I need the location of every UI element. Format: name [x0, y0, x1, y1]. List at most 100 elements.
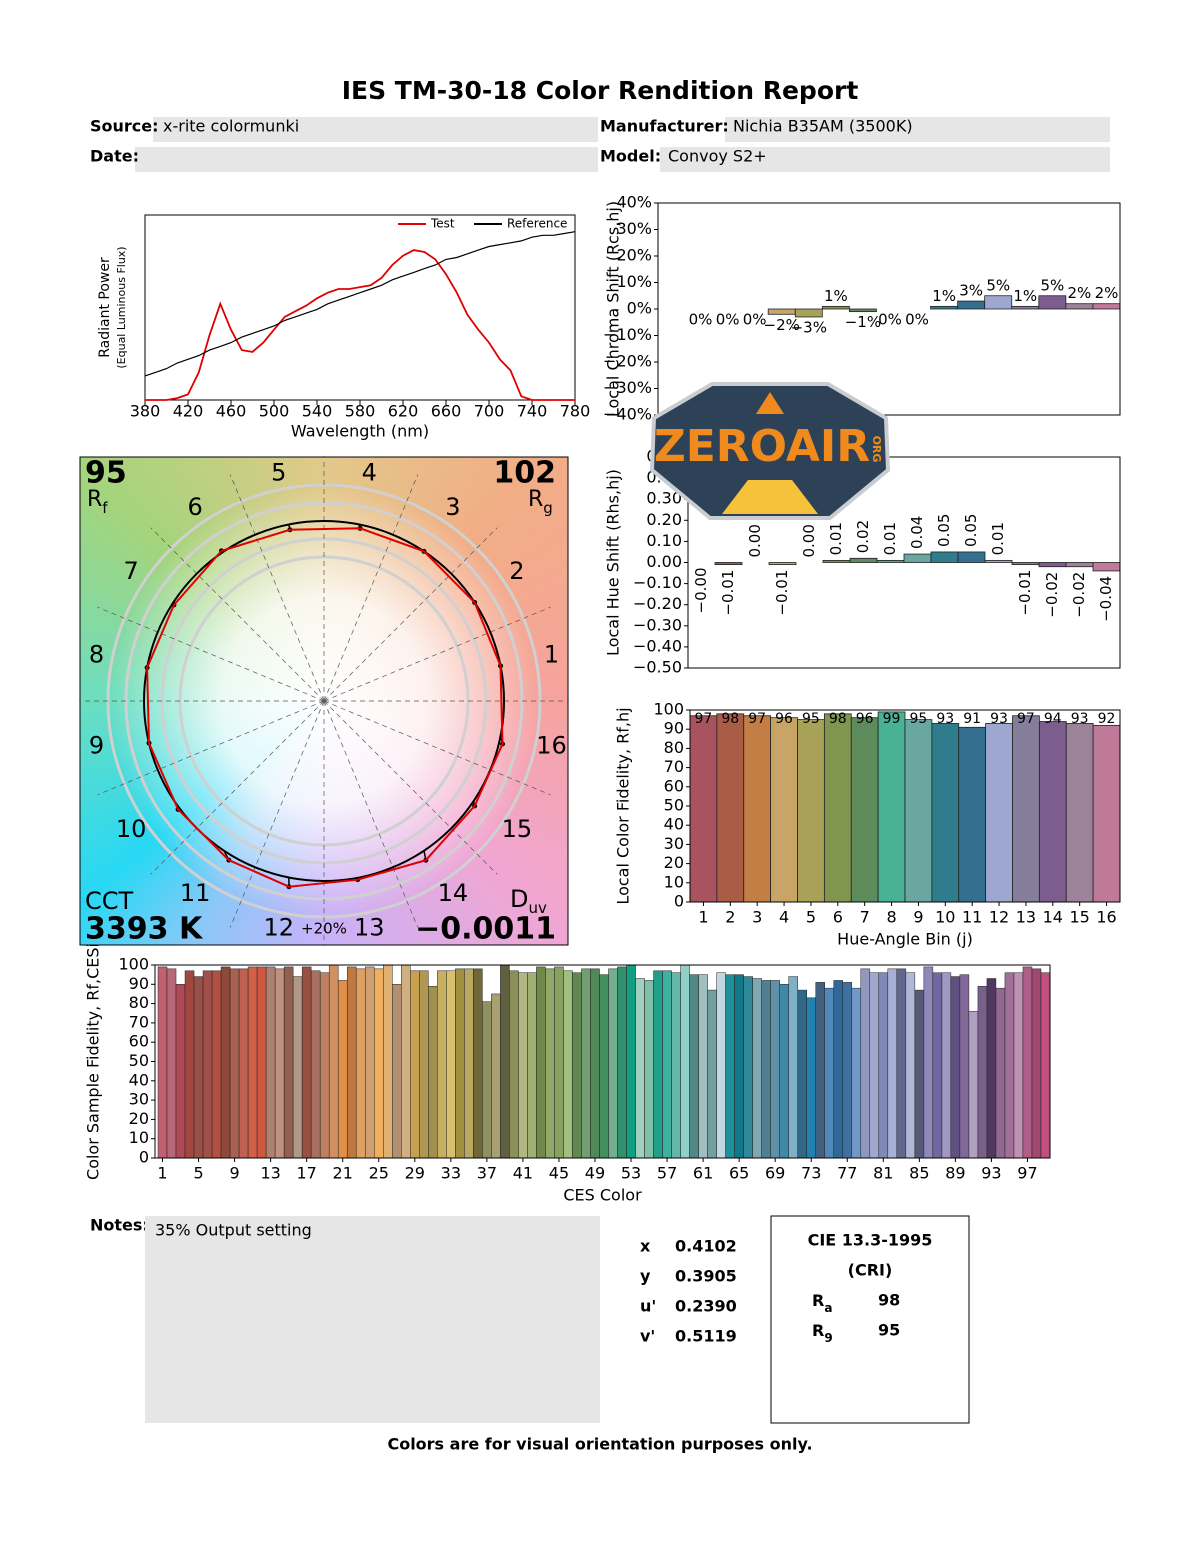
- rg-symbol: Rg: [528, 487, 553, 517]
- cri-title: CIE 13.3-1995: [808, 1231, 933, 1250]
- bar: [220, 966, 231, 1159]
- value-label: 2%: [1095, 284, 1119, 302]
- value-label: 3%: [959, 282, 983, 300]
- value-label: −0.01: [773, 570, 791, 616]
- value-label: 2%: [1068, 284, 1092, 302]
- y-tick-label: 80: [129, 993, 149, 1012]
- value-label: −3%: [791, 318, 827, 336]
- bar: [877, 711, 906, 903]
- logo-badge: [649, 382, 891, 520]
- field-box: [660, 147, 1110, 172]
- bar: [346, 966, 357, 1159]
- y-tick-label: 40: [664, 815, 684, 834]
- subscript: uv: [528, 899, 547, 917]
- bar: [797, 719, 825, 903]
- y-tick-label: −30%: [603, 378, 652, 397]
- bar: [931, 723, 960, 903]
- hue-bin-label: 10: [116, 815, 147, 843]
- logo-road: [722, 480, 818, 514]
- ra-symbol: Ra: [812, 1291, 832, 1315]
- bar: [383, 964, 393, 1159]
- bar: [984, 559, 1013, 563]
- y-tick-label: 80: [664, 738, 684, 757]
- x-tick-label: 8: [886, 908, 896, 927]
- hue-bin-label: 12: [263, 914, 294, 942]
- bar: [842, 982, 853, 1159]
- x-tick-label: 33: [441, 1164, 461, 1183]
- field-value: Convoy S2+: [668, 147, 767, 166]
- bar: [455, 968, 465, 1159]
- x-tick-label: 7: [860, 908, 870, 927]
- x-tick-label: 29: [405, 1164, 425, 1183]
- hue-bin-label: 13: [354, 914, 385, 942]
- x-tick-label: 73: [801, 1164, 821, 1183]
- y-tick-label: 30%: [616, 219, 652, 238]
- value-label: 99: [883, 711, 901, 727]
- bar: [653, 970, 663, 1159]
- field-label: Date:: [90, 147, 139, 166]
- x-tick-label: 13: [260, 1164, 280, 1183]
- bar: [211, 970, 222, 1159]
- y-tick-label: 10: [129, 1128, 149, 1147]
- value-label: 96: [856, 711, 874, 727]
- bar: [1013, 972, 1024, 1159]
- hue-spoke: [150, 700, 325, 875]
- value-label: 91: [963, 711, 981, 727]
- r9-value: 95: [878, 1321, 900, 1340]
- legend-label: Reference: [507, 217, 567, 231]
- field-label: Source:: [90, 117, 159, 136]
- y-tick-label: 30: [664, 834, 684, 853]
- bar: [932, 972, 943, 1159]
- y-tick-label: −20%: [603, 352, 652, 371]
- bar: [941, 972, 952, 1159]
- x-tick-label: 500: [259, 402, 290, 421]
- x-tick-label: 37: [477, 1164, 497, 1183]
- y-tick-label: 50: [129, 1051, 149, 1070]
- subscript: f: [102, 499, 108, 517]
- x-tick-label: 1: [157, 1164, 167, 1183]
- x-tick-label: 16: [1096, 908, 1116, 927]
- duv-value: −0.0011: [415, 912, 556, 947]
- bar: [1040, 972, 1051, 1159]
- hue-spoke: [229, 474, 325, 702]
- y-axis-label: Local Chroma Shift (Rcs,hj): [604, 201, 623, 417]
- notes-box: [145, 1216, 600, 1423]
- bar: [482, 1001, 492, 1159]
- hue-bin-label: 4: [362, 458, 377, 486]
- y-tick-label: 0.10: [646, 531, 682, 550]
- bar: [166, 968, 177, 1159]
- notes-label: Notes:: [90, 1216, 149, 1235]
- x-tick-label: 77: [837, 1164, 857, 1183]
- y-tick-label: 40: [129, 1070, 149, 1089]
- value-label: 1%: [824, 287, 848, 305]
- bar: [518, 972, 528, 1159]
- value-label: −1%: [845, 313, 881, 331]
- value-label: −0.00: [692, 568, 710, 614]
- scale-label: +20%: [301, 920, 347, 938]
- x-tick-label: 540: [302, 402, 333, 421]
- bar: [716, 972, 726, 1159]
- x-tick-label: 89: [945, 1164, 965, 1183]
- x-tick-label: 11: [962, 908, 982, 927]
- field-label: Model:: [600, 147, 661, 166]
- y-tick-label: 50: [664, 796, 684, 815]
- x-tick-label: 69: [765, 1164, 785, 1183]
- y-tick-label: 0.30: [646, 489, 682, 508]
- value-label: 95: [910, 711, 928, 727]
- bar: [923, 966, 934, 1159]
- x-axis-label: Wavelength (nm): [291, 422, 429, 441]
- series-line: [144, 231, 576, 377]
- value-label: 95: [802, 711, 820, 727]
- value-label: 0%: [905, 311, 929, 329]
- bar: [876, 559, 905, 563]
- bar: [572, 972, 582, 1159]
- value-label: 94: [1044, 711, 1062, 727]
- cct-value: 3393 K: [85, 912, 204, 947]
- x-tick-label: 93: [981, 1164, 1001, 1183]
- series-line: [145, 249, 575, 401]
- bar: [491, 993, 501, 1159]
- bar: [849, 557, 878, 563]
- hue-spoke: [323, 527, 498, 702]
- hue-bin-label: 6: [187, 493, 202, 521]
